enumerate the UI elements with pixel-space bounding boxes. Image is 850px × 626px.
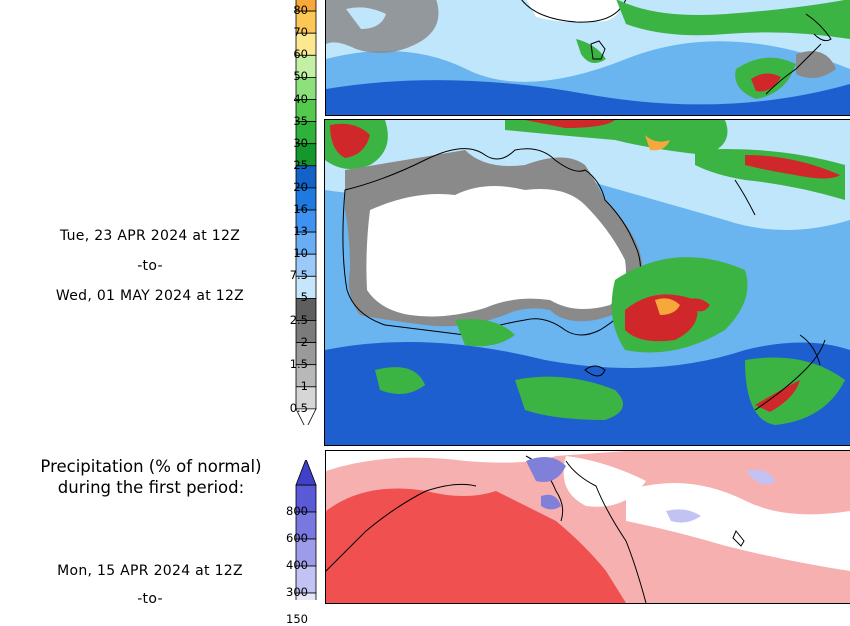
precip-colorbar-tick-label: 2 xyxy=(300,334,308,349)
precip-period-end: Wed, 01 MAY 2024 at 12Z xyxy=(55,288,245,304)
percent-normal-colorbar-tick-label: 300 xyxy=(286,585,308,599)
precip-colorbar-tick-label: 16 xyxy=(293,202,308,216)
precip-colorbar-tick-label: 0.5 xyxy=(289,400,308,415)
percent-normal-heading-line2: during the first period: xyxy=(57,478,245,497)
precip-colorbar-tick-label: 5 xyxy=(300,290,308,305)
precip-colorbar xyxy=(270,0,330,430)
precip-map-main-svg xyxy=(325,120,850,445)
percent-normal-colorbar xyxy=(270,457,330,621)
precip-colorbar-tick-label: 1.5 xyxy=(289,356,308,371)
precip-colorbar-tick-label: 60 xyxy=(293,47,308,62)
precip-colorbar-tick-label: 80 xyxy=(293,3,308,18)
precip-map-main xyxy=(324,119,850,446)
percent-normal-heading: Precipitation (% of normal) during the f… xyxy=(8,456,294,498)
percent-normal-colorbar-tick-label: 600 xyxy=(286,531,308,545)
normal-period-separator: -to- xyxy=(137,591,163,607)
precip-colorbar-end-arrow xyxy=(295,408,317,430)
precip-colorbar-tick-label: 10 xyxy=(293,246,308,261)
precip-colorbar-tick-label: 70 xyxy=(293,25,308,40)
precip-colorbar-tick-label: 2.5 xyxy=(289,312,308,327)
precip-colorbar-tick-label: 30 xyxy=(293,135,308,150)
percent-normal-map xyxy=(325,450,850,604)
precip-colorbar-tick-label: 50 xyxy=(293,69,308,84)
precip-map-top-svg xyxy=(326,0,850,115)
precip-colorbar-tick-label: 35 xyxy=(293,113,308,128)
percent-normal-colorbar-tick-label: 800 xyxy=(286,504,308,518)
precip-colorbar-tick-label: 25 xyxy=(293,157,308,172)
percent-normal-colorbar-end-arrow xyxy=(295,457,317,486)
precip-colorbar-tick-label: 13 xyxy=(293,224,308,239)
percent-normal-map-svg xyxy=(326,451,850,603)
precip-map-top-strip xyxy=(325,0,850,116)
precip-colorbar-tick-label: 40 xyxy=(293,91,308,106)
precip-period-start: Tue, 23 APR 2024 at 12Z xyxy=(59,228,241,244)
percent-normal-colorbar-tick-label: 400 xyxy=(286,558,308,572)
normal-period-start: Mon, 15 APR 2024 at 12Z xyxy=(57,563,243,579)
precip-colorbar-tick-label: 7.5 xyxy=(289,268,308,283)
percent-normal-heading-line1: Precipitation (% of normal) xyxy=(40,457,262,476)
percent-normal-colorbar-tick-label: 150 xyxy=(286,612,308,626)
precip-period-separator: -to- xyxy=(137,258,163,274)
precip-colorbar-tick-label: 1 xyxy=(300,378,308,393)
precip-colorbar-tick-label: 20 xyxy=(293,179,308,194)
